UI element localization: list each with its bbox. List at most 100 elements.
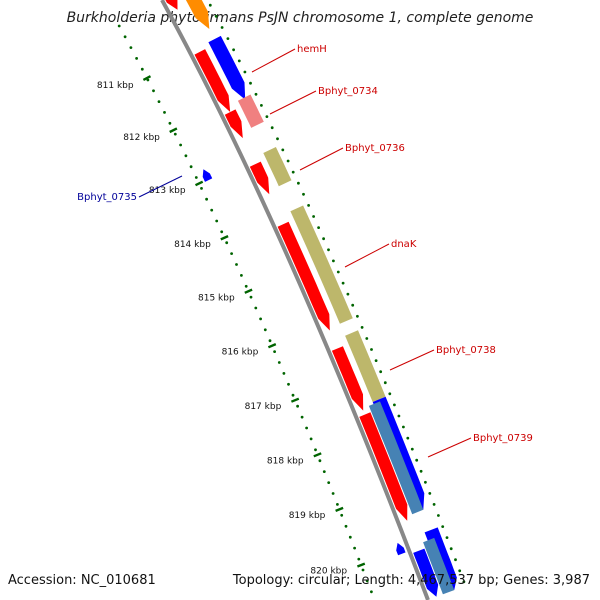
gene-feature-red — [277, 221, 330, 331]
scale-tick-mark — [335, 506, 344, 513]
gene-feature-blue — [202, 169, 213, 182]
outer-track-dot — [291, 170, 295, 174]
gene-label[interactable]: Bphyt_0738 — [436, 345, 496, 356]
gene-label[interactable]: Bphyt_0736 — [345, 143, 405, 154]
gene-label[interactable]: hemH — [297, 44, 327, 55]
scale-tick-mark — [313, 452, 322, 458]
inner-track-dot — [353, 546, 356, 550]
inner-track-dot — [309, 437, 313, 441]
outer-track-dot — [397, 414, 401, 418]
inner-track-dot — [189, 165, 193, 169]
outer-track-dot — [365, 337, 369, 340]
inner-track-dot — [282, 372, 286, 375]
outer-track-dot — [388, 392, 392, 396]
label-leader-line — [138, 175, 183, 198]
inner-track-dot — [220, 230, 224, 234]
outer-track-dot — [410, 447, 414, 451]
outer-track-dot — [346, 292, 350, 296]
inner-track-dot — [194, 176, 198, 179]
gene-feature-khaki — [263, 147, 292, 187]
outer-track-dot — [406, 436, 410, 440]
scale-tick-mark — [244, 288, 253, 294]
scale-tick-label: 811 kbp — [97, 81, 134, 91]
scale-tick-label: 819 kbp — [289, 511, 326, 521]
scale-tick-mark — [220, 235, 229, 241]
inner-track-dot — [348, 535, 352, 539]
outer-track-dot — [351, 303, 355, 307]
inner-track-dot — [268, 339, 272, 343]
gene-label[interactable]: dnaK — [391, 239, 417, 250]
gene-labels: hemH Bphyt_0734 Bphyt_0736 Bphyt_0735 dnaK Bp… — [77, 44, 533, 444]
inner-track-dot — [291, 393, 295, 397]
inner-track-dot — [336, 503, 339, 506]
inner-track-dot — [305, 426, 308, 430]
outer-track-dot — [449, 547, 453, 551]
outer-track-dot — [360, 326, 364, 329]
inner-track-dot — [287, 382, 290, 386]
inner-track-dot — [146, 78, 150, 82]
inner-track-dot — [263, 328, 267, 332]
outer-track-dot — [379, 370, 383, 374]
scale-tick-label: 816 kbp — [222, 348, 259, 358]
gene-label[interactable]: Bphyt_0739 — [473, 433, 533, 444]
inner-track-dot — [225, 241, 229, 245]
scale-tick-label: 812 kbp — [123, 133, 160, 143]
inner-track-dot — [135, 57, 139, 60]
inner-track-dot — [210, 208, 214, 212]
inner-track-dot — [184, 154, 188, 158]
scale-tick-mark — [267, 342, 277, 349]
outer-track-dot — [356, 314, 359, 318]
scale-tick-label: 813 kbp — [149, 186, 186, 196]
label-leader-line — [299, 147, 344, 171]
scale-tick-label: 814 kbp — [174, 240, 211, 250]
inner-track-dot — [168, 121, 172, 125]
gene-feature-blue — [208, 35, 246, 100]
outer-track-dot — [270, 126, 274, 130]
outer-track-dot — [260, 104, 263, 107]
label-leader-line — [269, 90, 317, 115]
inner-track-dot — [173, 132, 177, 136]
scale-tick-label: 818 kbp — [267, 456, 304, 466]
outer-track-dot — [286, 159, 290, 163]
genome-summary-text: Topology: circular; Length: 4,467,537 bp… — [232, 573, 590, 588]
outer-track-dot — [208, 3, 212, 7]
outer-track-dot — [374, 359, 378, 362]
inner-track-dot — [215, 219, 219, 223]
inner-track-dot — [370, 590, 373, 594]
gene-feature-red — [194, 49, 231, 112]
scale-tick-mark — [169, 127, 178, 134]
inner-track-dot — [296, 404, 299, 408]
inner-track-dot — [205, 197, 209, 201]
inner-track-dot — [327, 481, 331, 484]
gene-label[interactable]: Bphyt_0734 — [318, 86, 378, 97]
outer-track-dot — [432, 503, 436, 506]
outer-track-dot — [265, 115, 269, 118]
outer-track-dot — [437, 514, 440, 517]
gene-feature-red — [165, 0, 178, 10]
outer-track-dot — [317, 226, 320, 230]
inner-track-dot — [340, 513, 344, 517]
inner-track-dot — [344, 524, 348, 528]
inner-tick-track — [117, 24, 373, 594]
inner-track-dot — [273, 350, 276, 353]
label-leader-line — [389, 349, 435, 371]
accession-text: Accession: NC_010681 — [8, 573, 156, 588]
inner-track-dot — [179, 143, 183, 147]
inner-track-dot — [249, 295, 253, 299]
inner-track-dot — [322, 470, 326, 473]
outer-track-dot — [445, 536, 449, 539]
gene-feature-red — [224, 109, 243, 139]
outer-track-dot — [419, 469, 423, 473]
inner-track-dot — [163, 111, 166, 114]
outer-track-dot — [232, 48, 236, 52]
outer-track-dot — [458, 569, 462, 573]
inner-track-dot — [365, 579, 369, 583]
inner-track-dot — [129, 46, 133, 49]
outer-track-dot — [327, 248, 330, 252]
outer-track-dot — [243, 70, 247, 74]
outer-track-dot — [302, 192, 305, 196]
outer-track-dot — [424, 480, 427, 484]
outer-track-dot — [462, 580, 466, 584]
inner-track-dot — [300, 415, 304, 419]
gene-label[interactable]: Bphyt_0735 — [77, 192, 137, 203]
